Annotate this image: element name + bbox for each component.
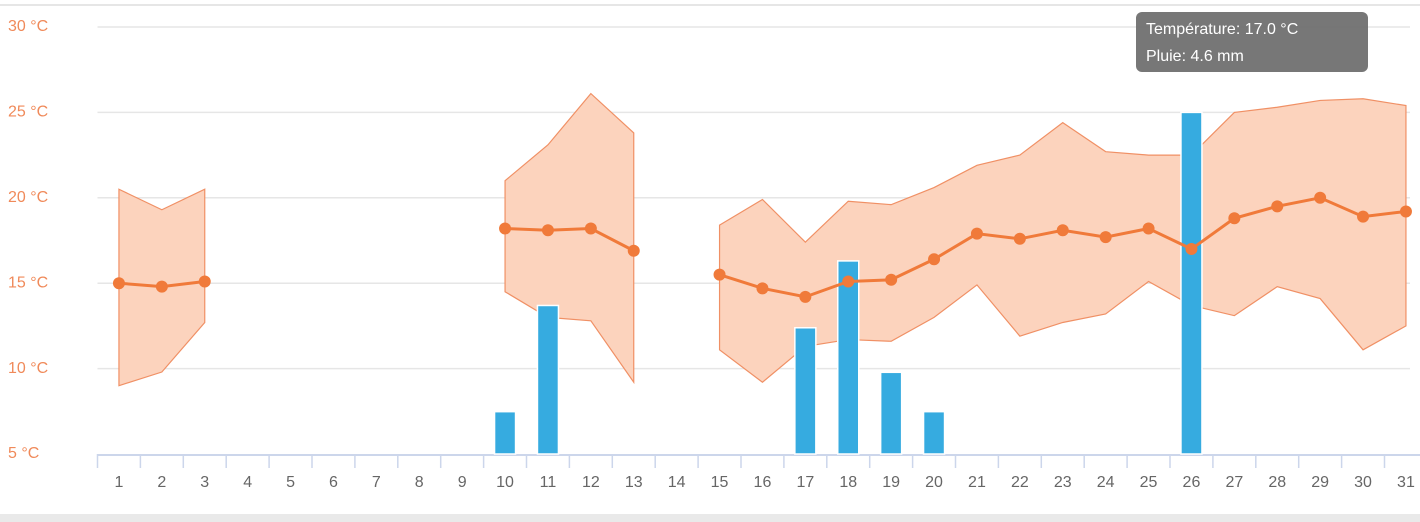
x-tick-label: 18: [839, 474, 857, 491]
point: [198, 275, 211, 288]
point: [842, 275, 855, 288]
bar: [493, 410, 517, 455]
point: [1271, 200, 1284, 213]
x-tick-label: 1: [114, 474, 123, 491]
bar: [794, 327, 817, 455]
x-tick-label: 20: [925, 474, 943, 491]
point: [541, 224, 554, 237]
tooltip: Température: 17.0 °C Pluie: 4.6 mm: [1136, 12, 1368, 72]
point: [970, 227, 983, 240]
bar: [1180, 111, 1203, 455]
y-tick-label: 15 °C: [8, 274, 48, 291]
y-tick-label: 20 °C: [8, 189, 48, 206]
x-tick-label: 21: [968, 474, 986, 491]
x-tick-label: 27: [1225, 474, 1243, 491]
point: [1099, 231, 1112, 244]
point: [713, 268, 726, 281]
x-tick-label: 26: [1183, 474, 1201, 491]
x-tick-label: 7: [372, 474, 381, 491]
x-tick-label: 19: [882, 474, 900, 491]
point: [756, 282, 769, 295]
x-tick-label: 29: [1311, 474, 1329, 491]
x-tick-label: 16: [754, 474, 772, 491]
point: [1399, 205, 1412, 218]
point: [584, 222, 597, 235]
range-band: [118, 92, 1407, 387]
x-tick-label: 17: [796, 474, 814, 491]
y-tick-label: 5 °C: [8, 445, 39, 462]
x-tick-label: 28: [1268, 474, 1286, 491]
x-tick-label: 13: [625, 474, 643, 491]
x-tick-label: 15: [711, 474, 729, 491]
x-tick-label: 23: [1054, 474, 1072, 491]
tooltip-text: Pluie: 4.6 mm: [1146, 48, 1244, 65]
point: [155, 280, 168, 293]
x-tick-label: 8: [415, 474, 424, 491]
bar: [837, 260, 860, 455]
point: [499, 222, 512, 235]
point: [1314, 191, 1327, 204]
point: [1228, 212, 1241, 225]
point: [627, 244, 640, 257]
point: [1056, 224, 1069, 237]
bar: [922, 410, 946, 455]
x-tick-label: 25: [1140, 474, 1158, 491]
tooltip-text: Température: 17.0 °C: [1146, 21, 1298, 38]
point: [1013, 232, 1026, 245]
x-tick-label: 30: [1354, 474, 1372, 491]
x-tick-label: 11: [540, 474, 557, 491]
point: [1185, 243, 1198, 256]
y-tick-label: 25 °C: [8, 104, 48, 121]
x-tick-label: 6: [329, 474, 338, 491]
point: [799, 290, 812, 303]
x-tick-label: 24: [1097, 474, 1115, 491]
point: [112, 277, 125, 290]
bottom-border: [0, 514, 1420, 522]
tooltip-box: [1136, 12, 1368, 72]
x-tick-label: 3: [200, 474, 209, 491]
x-tick-label: 4: [243, 474, 252, 491]
x-tick-label: 12: [582, 474, 600, 491]
y-tick-label: 10 °C: [8, 360, 48, 377]
x-tick-label: 5: [286, 474, 295, 491]
point: [885, 273, 898, 286]
point: [1142, 222, 1155, 235]
x-tick-label: 9: [458, 474, 467, 491]
bar: [879, 371, 903, 455]
x-tick-label: 10: [496, 474, 514, 491]
x-tick-label: 2: [157, 474, 166, 491]
point: [928, 253, 941, 266]
x-tick-label: 31: [1397, 474, 1415, 491]
point: [1357, 210, 1370, 223]
x-tick-label: 22: [1011, 474, 1029, 491]
x-tick-label: 14: [668, 474, 686, 491]
y-tick-label: 30 °C: [8, 18, 48, 35]
bar: [536, 304, 560, 455]
